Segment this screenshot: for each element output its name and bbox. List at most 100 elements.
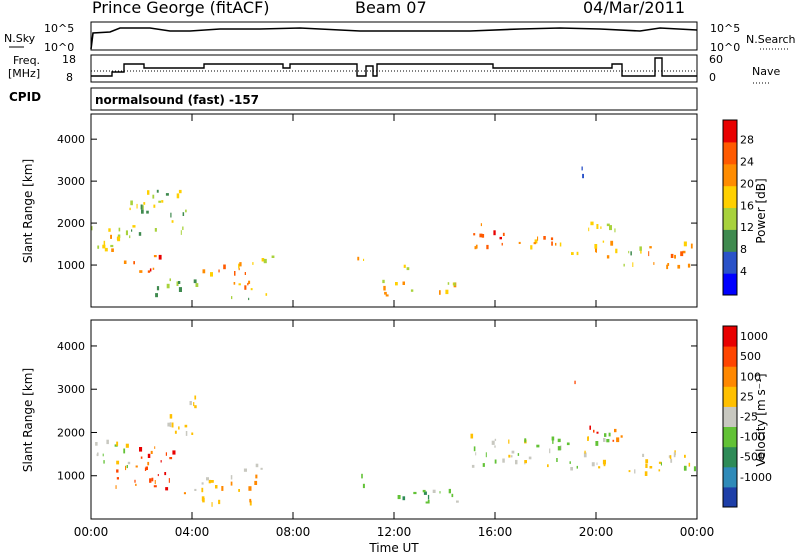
station-title: Prince George (fitACF) (92, 0, 270, 17)
data-cell (623, 263, 625, 267)
data-cell (170, 212, 172, 218)
data-cell (130, 200, 133, 206)
x-axis-label: Time UT (368, 541, 419, 554)
data-cell (570, 467, 573, 471)
data-cell (677, 264, 681, 269)
data-cell (138, 232, 142, 236)
data-cell (185, 209, 187, 213)
data-cell (566, 442, 570, 446)
data-cell (156, 286, 160, 291)
data-cell (144, 467, 147, 471)
nsearch-tick-high: 10^5 (710, 22, 740, 35)
freq-unit-label: [MHz] (8, 67, 40, 80)
data-cell (133, 261, 135, 265)
data-cell (669, 455, 672, 459)
data-cell (194, 395, 197, 400)
data-cell (427, 499, 430, 504)
data-cell (182, 226, 184, 230)
data-cell (402, 496, 406, 501)
data-cell (210, 480, 214, 483)
data-cell (609, 225, 612, 231)
data-cell (178, 281, 181, 284)
colorbar-segment (723, 346, 737, 367)
data-cell (596, 431, 599, 434)
data-cell (260, 467, 263, 470)
data-cell (168, 478, 170, 483)
data-cell (473, 446, 476, 452)
nsky-label: N.Sky (4, 32, 36, 45)
data-cell (660, 462, 662, 466)
data-cell (550, 237, 554, 241)
data-cell (587, 437, 589, 441)
power-data-cells (91, 166, 693, 301)
data-cell (140, 456, 143, 459)
data-cell (639, 246, 642, 251)
data-cell (555, 242, 557, 246)
data-cell (682, 250, 686, 254)
data-cell (248, 486, 252, 491)
data-cell (502, 458, 505, 463)
data-cell (634, 469, 636, 474)
data-cell (153, 204, 156, 208)
data-cell (582, 173, 584, 179)
data-cell (158, 200, 161, 203)
colorbar-tick-label: 12 (740, 221, 754, 234)
data-cell (95, 442, 98, 446)
data-cell (480, 223, 482, 227)
data-cell (194, 488, 197, 491)
data-cell (239, 262, 242, 267)
colorbar-segment (723, 163, 737, 187)
data-cell (453, 282, 456, 286)
nave-tick-high: 60 (709, 53, 723, 66)
power-x-ticks (90, 114, 698, 307)
data-cell (169, 278, 171, 282)
data-cell (534, 239, 538, 244)
colorbar-tick-label: -500 (740, 451, 765, 464)
data-cell (361, 473, 363, 479)
data-cell (139, 447, 143, 452)
data-cell (524, 460, 527, 464)
data-cell (184, 424, 188, 428)
data-cell (103, 460, 105, 464)
data-cell (486, 244, 489, 250)
colorbar-segment (723, 466, 737, 488)
data-cell (456, 500, 459, 503)
data-cell (510, 455, 513, 458)
data-cell (178, 189, 182, 194)
colorbar-segment (723, 386, 737, 407)
data-cell (576, 251, 579, 256)
data-cell (589, 425, 591, 430)
x-tick-label: 20:00 (579, 525, 614, 539)
data-cell (238, 263, 240, 269)
data-cell (147, 453, 151, 458)
data-cell (576, 465, 578, 469)
data-cell (129, 207, 131, 211)
data-cell (499, 236, 502, 240)
data-cell (201, 496, 205, 501)
data-cell (195, 283, 199, 287)
data-cell (402, 281, 405, 285)
data-cell (569, 461, 571, 464)
y-tick-label: 2000 (57, 426, 85, 439)
data-cell (620, 435, 623, 438)
data-cell (117, 236, 121, 242)
nave-label: Nave (752, 65, 780, 78)
power-y-label: Slant Range [km] (21, 159, 35, 263)
data-cell (502, 232, 505, 236)
data-cell (645, 463, 648, 468)
data-cell (606, 223, 610, 227)
data-cell (233, 282, 236, 285)
data-cell (481, 234, 485, 238)
data-cell (645, 459, 649, 464)
data-cell (551, 241, 553, 246)
data-cell (108, 228, 111, 232)
data-cell (255, 463, 259, 468)
data-cell (584, 450, 586, 454)
data-cell (667, 263, 670, 266)
data-cell (683, 241, 687, 247)
data-cell (249, 500, 252, 506)
data-cell (176, 281, 179, 286)
data-cell (598, 466, 601, 469)
data-cell (363, 258, 365, 261)
data-cell (410, 289, 414, 292)
